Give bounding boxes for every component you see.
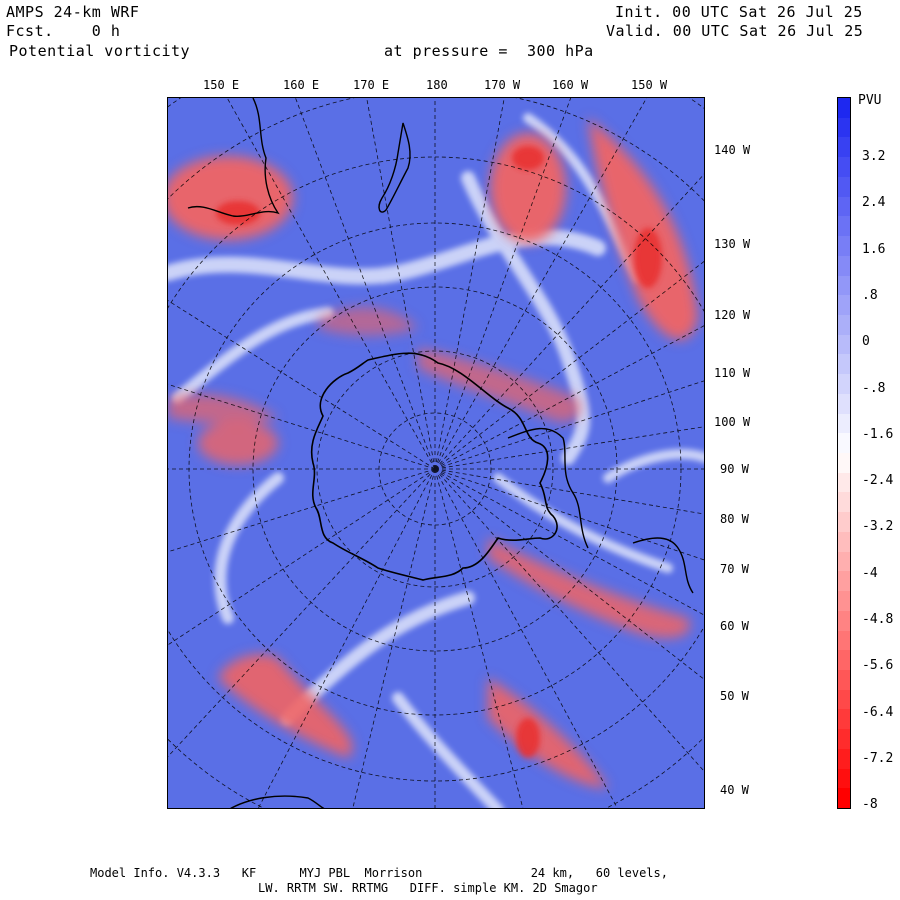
antarctic-peninsula	[507, 427, 589, 549]
lon-label-top: 170 W	[484, 78, 521, 92]
lon-label-right: 100 W	[714, 415, 751, 429]
colorbar-tick-label: -4	[862, 565, 878, 581]
colorbar-segment	[838, 354, 850, 375]
init-time: Init. 00 UTC Sat 26 Jul 25	[615, 3, 863, 21]
colorbar-segment	[838, 137, 850, 158]
lon-label-right: 140 W	[714, 143, 751, 157]
colorbar-tick-label: 0	[862, 334, 870, 350]
antarctica-coastline	[310, 352, 558, 581]
lon-label-top: 160 E	[283, 78, 320, 92]
colorbar-segment	[838, 591, 850, 612]
colorbar-segment	[838, 709, 850, 730]
lon-label-right: 130 W	[714, 237, 751, 251]
colorbar-segment	[838, 512, 850, 533]
lon-label-right: 60 W	[720, 619, 749, 633]
forecast-hour: Fcst. 0 h	[6, 22, 121, 40]
colorbar-tick-label: -3.2	[862, 519, 894, 535]
lon-label-right: 90 W	[720, 462, 749, 476]
colorbar-segment	[838, 157, 850, 178]
colorbar-segment	[838, 492, 850, 513]
field-name: Potential vorticity	[9, 42, 191, 60]
colorbar-segment	[838, 196, 850, 217]
colorbar-segment	[838, 453, 850, 474]
colorbar-segment	[838, 334, 850, 355]
colorbar-segment	[838, 98, 850, 119]
colorbar-segment	[838, 413, 850, 434]
colorbar-unit: PVU	[858, 93, 882, 108]
colorbar-segment	[838, 650, 850, 671]
colorbar-segment	[838, 314, 850, 336]
colorbar-segment	[838, 236, 850, 257]
colorbar-tick-label: -2.4	[862, 473, 894, 489]
colorbar-segment	[838, 748, 850, 770]
colorbar-tick-label: -7.2	[862, 750, 894, 766]
model-info-line1: Model Info. V4.3.3 KF MYJ PBL Morrison 2…	[90, 866, 668, 880]
negative-pv-regions	[168, 118, 698, 788]
lon-label-top: 170 E	[353, 78, 390, 92]
colorbar-tick-label: -8	[862, 797, 878, 813]
colorbar-segment	[838, 472, 850, 493]
lon-label-right: 120 W	[714, 308, 751, 322]
colorbar-segment	[838, 295, 850, 316]
colorbar-segment	[838, 255, 850, 276]
lon-label-right: 110 W	[714, 366, 751, 380]
pv-map	[167, 97, 705, 809]
model-title: AMPS 24-km WRF	[6, 3, 140, 21]
colorbar	[837, 97, 851, 809]
colorbar-segment	[838, 117, 850, 138]
lon-label-right: 50 W	[720, 689, 749, 703]
lon-label-top: 180	[426, 78, 448, 92]
colorbar-segment	[838, 374, 850, 395]
colorbar-tick-label: 2.4	[862, 195, 886, 211]
colorbar-segment	[838, 689, 850, 710]
colorbar-segment	[838, 729, 850, 750]
colorbar-segment	[838, 275, 850, 296]
africa-coast	[230, 795, 325, 808]
lon-label-top: 160 W	[552, 78, 589, 92]
model-info-line2: LW. RRTM SW. RRTMG DIFF. simple KM. 2D S…	[258, 881, 598, 895]
lon-label-top: 150 E	[203, 78, 240, 92]
lon-label-right: 80 W	[720, 512, 749, 526]
colorbar-segment	[838, 531, 850, 553]
lon-label-right: 70 W	[720, 562, 749, 576]
colorbar-segment	[838, 788, 850, 809]
australia-coast	[187, 98, 280, 217]
colorbar-tick-label: 3.2	[862, 149, 886, 164]
colorbar-segment	[838, 630, 850, 651]
colorbar-tick-label: -6.4	[862, 704, 894, 720]
colorbar-tick-label: 1.6	[862, 241, 886, 257]
colorbar-tick-label: -.8	[862, 380, 886, 396]
colorbar-tick-label: .8	[862, 287, 878, 303]
lon-label-top: 150 W	[631, 78, 668, 92]
colorbar-segment	[838, 571, 850, 592]
pressure-level: at pressure = 300 hPa	[384, 42, 594, 60]
colorbar-segment	[838, 551, 850, 572]
new-zealand-coast	[378, 122, 411, 213]
colorbar-segment	[838, 610, 850, 631]
colorbar-segment	[838, 393, 850, 415]
colorbar-tick-label: -5.6	[862, 658, 894, 674]
graticule	[168, 98, 704, 808]
colorbar-segment	[838, 669, 850, 691]
colorbar-segment	[838, 176, 850, 198]
colorbar-tick-label: -4.8	[862, 612, 894, 627]
lon-label-right: 40 W	[720, 783, 749, 797]
south-america-coast	[632, 537, 694, 594]
colorbar-segment	[838, 768, 850, 789]
colorbar-segment	[838, 216, 850, 237]
pv-field-svg	[168, 98, 704, 808]
colorbar-segment	[838, 433, 850, 454]
valid-time: Valid. 00 UTC Sat 26 Jul 25	[606, 22, 864, 40]
colorbar-tick-label: -1.6	[862, 426, 894, 442]
